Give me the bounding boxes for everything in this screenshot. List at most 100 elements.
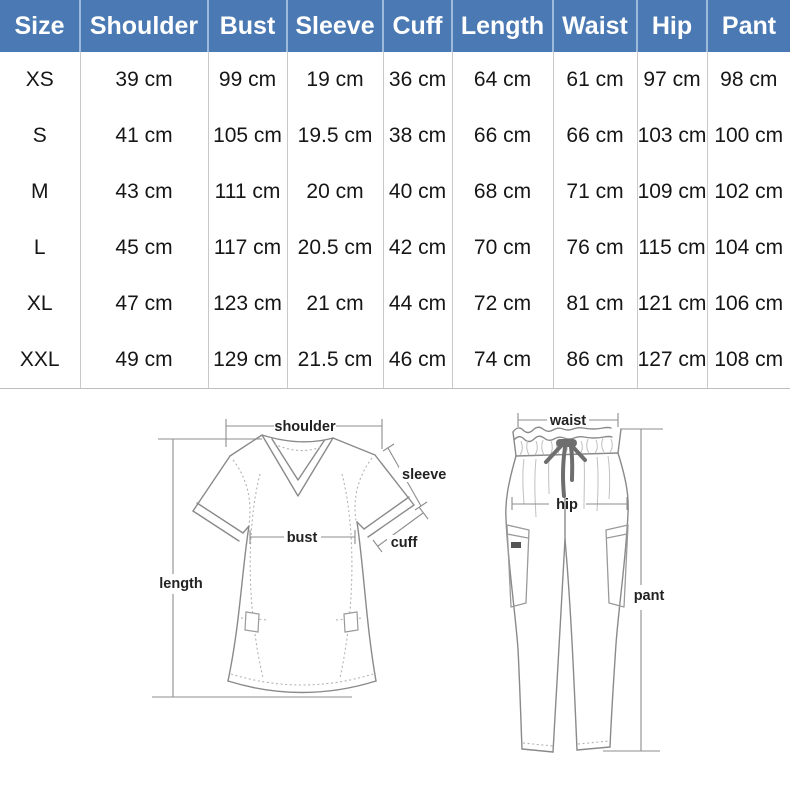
header-cell-size: Size — [0, 0, 81, 52]
header-cell-sleeve: Sleeve — [287, 0, 384, 52]
cuff-measure-line — [372, 506, 429, 553]
table-cell: 111 cm — [208, 164, 288, 220]
bust-measure-line — [249, 530, 356, 544]
table-cell: 99 cm — [208, 52, 288, 108]
table-cell: 20.5 cm — [287, 220, 384, 276]
table-row-xl: XL 47 cm 123 cm 21 cm 44 cm 72 cm 81 cm … — [0, 276, 790, 332]
pants-hem-stitching — [522, 740, 610, 747]
left-cargo-pocket — [506, 524, 530, 608]
table-cell: 100 cm — [707, 108, 790, 164]
table-cell: 43 cm — [80, 164, 209, 220]
size-label: L — [0, 220, 81, 276]
sleeve-label-bg — [399, 467, 444, 482]
measurement-diagram: shoulder length — [0, 399, 790, 806]
left-pocket-tab — [244, 611, 260, 633]
table-cell: 121 cm — [637, 276, 708, 332]
table-cell: 38 cm — [383, 108, 453, 164]
pants-waistband — [512, 426, 622, 457]
table-cell: 66 cm — [452, 108, 554, 164]
table-cell: 123 cm — [208, 276, 288, 332]
table-cell: 21.5 cm — [287, 332, 384, 389]
table-cell: 106 cm — [707, 276, 790, 332]
table-cell: 86 cm — [553, 332, 638, 389]
table-cell: 64 cm — [452, 52, 554, 108]
size-label: XS — [0, 52, 81, 108]
table-cell: 97 cm — [637, 52, 708, 108]
table-cell: 71 cm — [553, 164, 638, 220]
table-row-s: S 41 cm 105 cm 19.5 cm 38 cm 66 cm 66 cm… — [0, 108, 790, 164]
table-cell: 39 cm — [80, 52, 209, 108]
table-cell: 127 cm — [637, 332, 708, 389]
waist-label: waist — [549, 413, 586, 429]
pants-creases — [522, 455, 611, 518]
table-cell: 19.5 cm — [287, 108, 384, 164]
header-cell-shoulder: Shoulder — [80, 0, 209, 52]
table-cell: 40 cm — [383, 164, 453, 220]
table-cell: 117 cm — [208, 220, 288, 276]
hip-measure-line — [511, 497, 628, 510]
table-cell: 102 cm — [707, 164, 790, 220]
table-cell: 42 cm — [383, 220, 453, 276]
scrub-top-outline — [192, 434, 415, 694]
scrub-top-drawing: shoulder length — [152, 419, 446, 698]
shoulder-label: shoulder — [274, 419, 336, 435]
right-pocket-tab — [343, 611, 359, 633]
table-header-row: Size Shoulder Bust Sleeve Cuff Length Wa… — [0, 0, 790, 52]
table-cell: 105 cm — [208, 108, 288, 164]
bust-label: bust — [287, 530, 318, 546]
table-cell: 61 cm — [553, 52, 638, 108]
length-measure-line — [152, 438, 352, 698]
pant-measure-line — [603, 428, 663, 752]
table-cell: 47 cm — [80, 276, 209, 332]
pants-outline — [505, 452, 629, 753]
table-cell: 103 cm — [637, 108, 708, 164]
table-row-xs: XS 39 cm 99 cm 19 cm 36 cm 64 cm 61 cm 9… — [0, 52, 790, 108]
table-cell: 74 cm — [452, 332, 554, 389]
table-cell: 66 cm — [553, 108, 638, 164]
shoulder-measure-line — [225, 419, 383, 449]
table-cell: 98 cm — [707, 52, 790, 108]
pant-label: pant — [634, 588, 665, 604]
size-label: XL — [0, 276, 81, 332]
header-cell-pant: Pant — [707, 0, 790, 52]
header-cell-waist: Waist — [553, 0, 638, 52]
table-row-xxl: XXL 49 cm 129 cm 21.5 cm 46 cm 74 cm 86 … — [0, 332, 790, 389]
table-cell: 81 cm — [553, 276, 638, 332]
header-cell-length: Length — [452, 0, 554, 52]
pants-drawing: waist — [505, 413, 669, 753]
table-cell: 108 cm — [707, 332, 790, 389]
scrub-top-seams — [230, 443, 374, 686]
table-cell: 104 cm — [707, 220, 790, 276]
table-cell: 20 cm — [287, 164, 384, 220]
size-label: XXL — [0, 332, 81, 389]
length-label-bg — [156, 576, 206, 591]
header-cell-hip: Hip — [637, 0, 708, 52]
table-cell: 41 cm — [80, 108, 209, 164]
left-pocket-tag — [511, 542, 521, 548]
table-cell: 44 cm — [383, 276, 453, 332]
drawstring — [544, 439, 587, 498]
table-cell: 36 cm — [383, 52, 453, 108]
table-cell: 72 cm — [452, 276, 554, 332]
right-cargo-pocket — [605, 524, 629, 608]
header-cell-cuff: Cuff — [383, 0, 453, 52]
table-cell: 68 cm — [452, 164, 554, 220]
header-cell-bust: Bust — [208, 0, 288, 52]
table-cell: 109 cm — [637, 164, 708, 220]
sleeve-label: sleeve — [402, 467, 446, 483]
hip-label: hip — [556, 497, 578, 513]
table-row-l: L 45 cm 117 cm 20.5 cm 42 cm 70 cm 76 cm… — [0, 220, 790, 276]
cuff-label-bg — [387, 535, 421, 549]
table-row-m: M 43 cm 111 cm 20 cm 40 cm 68 cm 71 cm 1… — [0, 164, 790, 220]
table-cell: 21 cm — [287, 276, 384, 332]
length-label: length — [159, 576, 203, 592]
cuff-label: cuff — [391, 535, 418, 551]
table-cell: 70 cm — [452, 220, 554, 276]
size-chart-table: Size Shoulder Bust Sleeve Cuff Length Wa… — [0, 0, 790, 389]
size-label: M — [0, 164, 81, 220]
table-cell: 129 cm — [208, 332, 288, 389]
table-cell: 46 cm — [383, 332, 453, 389]
size-label: S — [0, 108, 81, 164]
table-cell: 115 cm — [637, 220, 708, 276]
waistband-shirring — [519, 437, 613, 456]
